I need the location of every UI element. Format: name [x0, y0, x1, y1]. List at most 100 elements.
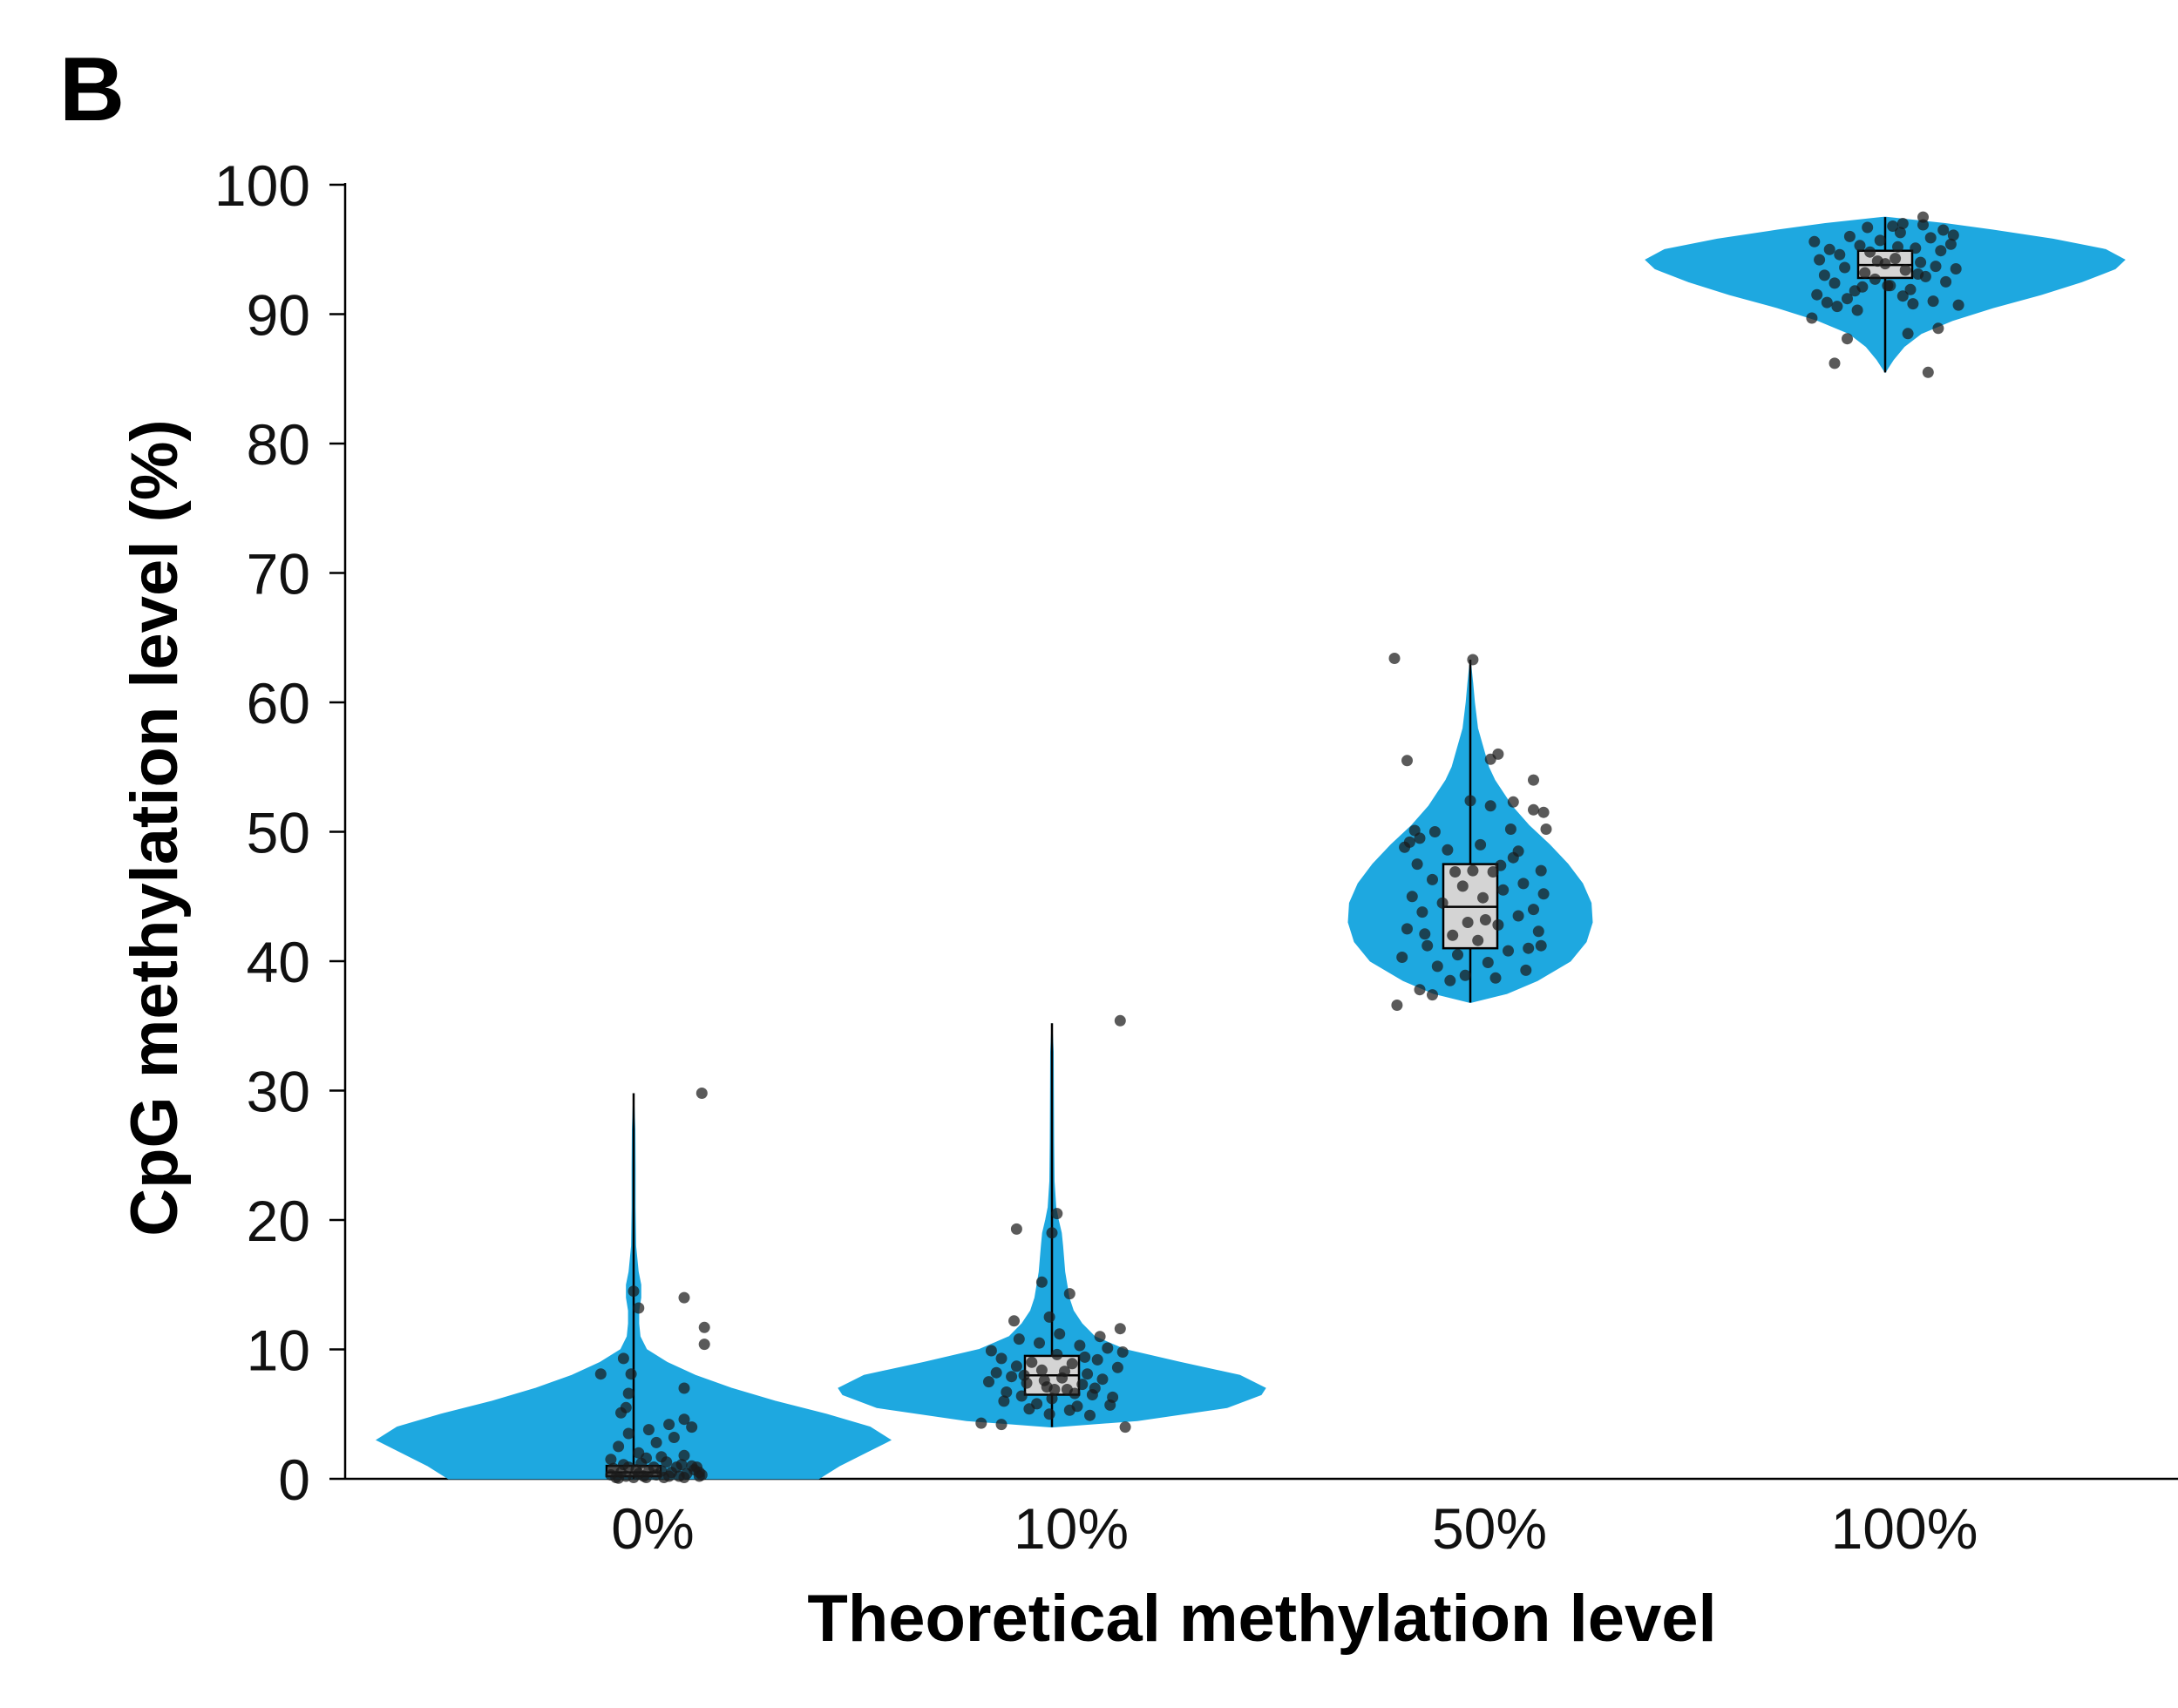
data-point [633, 1302, 645, 1314]
data-point [1046, 1393, 1058, 1405]
data-point [1091, 1353, 1103, 1366]
data-point [1899, 264, 1911, 276]
data-point [1034, 1337, 1045, 1349]
data-point [1018, 1369, 1030, 1381]
data-point [1917, 219, 1929, 231]
data-point [1010, 1360, 1022, 1372]
data-point [1114, 1323, 1126, 1335]
data-point [1477, 891, 1489, 904]
data-point [1074, 1339, 1086, 1352]
data-point [995, 1419, 1008, 1431]
data-point [1066, 1358, 1078, 1370]
data-point [1401, 755, 1413, 767]
data-point [1038, 1374, 1050, 1386]
data-point [1922, 366, 1934, 378]
data-point [1076, 1379, 1089, 1391]
y-axis: 0 10 20 30 40 50 60 70 80 90 100 [214, 153, 347, 1512]
data-point [1854, 240, 1866, 252]
data-point [1842, 333, 1853, 345]
data-point [1503, 945, 1514, 957]
data-point [1834, 248, 1846, 261]
data-point [1388, 653, 1401, 664]
data-point [1111, 1361, 1123, 1373]
data-point [1492, 918, 1504, 931]
data-point [1008, 1315, 1020, 1327]
data-point [1051, 1348, 1063, 1360]
data-point [1059, 1366, 1070, 1378]
data-point [1421, 939, 1434, 952]
violin-group-2 [1347, 653, 1593, 1011]
data-point [622, 1387, 634, 1400]
data-point [1467, 654, 1479, 666]
data-point [693, 1467, 705, 1479]
data-point [678, 1449, 690, 1461]
data-point [1436, 897, 1449, 909]
data-point [678, 1382, 690, 1394]
data-point [1104, 1399, 1116, 1411]
data-point [1887, 220, 1899, 232]
data-point [1467, 864, 1479, 877]
y-tick-label: 90 [247, 283, 310, 348]
data-point [1814, 254, 1826, 266]
data-point [678, 1291, 690, 1304]
data-point [668, 1432, 680, 1443]
data-point [675, 1459, 688, 1471]
data-point [1896, 218, 1909, 229]
data-point [607, 1462, 620, 1474]
data-point [1535, 939, 1547, 952]
x-axis-title: Theoretical methylation level [807, 1582, 1716, 1656]
x-tick-label: 100% [1831, 1496, 1978, 1561]
data-point [605, 1454, 617, 1466]
violin-group-1 [838, 1014, 1266, 1434]
data-point [1808, 235, 1821, 247]
data-point [1821, 296, 1833, 308]
data-point [1869, 273, 1881, 285]
data-point [1427, 989, 1438, 1001]
data-point [1026, 1356, 1038, 1368]
data-point [1006, 1371, 1018, 1383]
data-point [1484, 800, 1496, 812]
violin-group-3 [1645, 211, 2126, 378]
data-point [1079, 1351, 1091, 1363]
y-tick-label: 30 [247, 1060, 310, 1124]
data-point [1535, 864, 1547, 877]
data-point [1035, 1364, 1048, 1376]
data-point [1431, 960, 1443, 973]
y-tick-label: 50 [247, 801, 310, 865]
data-point [1935, 245, 1947, 257]
data-point [1391, 1000, 1403, 1011]
data-point [1910, 242, 1922, 254]
data-point [613, 1472, 625, 1484]
data-point [1015, 1390, 1028, 1402]
y-tick-label: 60 [247, 671, 310, 735]
data-point [655, 1451, 668, 1463]
data-point [1089, 1382, 1101, 1394]
data-point [1932, 322, 1944, 335]
y-tick-label: 10 [247, 1318, 310, 1383]
data-point [1096, 1373, 1109, 1386]
data-point [1532, 925, 1544, 938]
data-point [1864, 246, 1876, 258]
data-point [1449, 866, 1462, 878]
data-point [1517, 878, 1530, 890]
data-point [594, 1368, 607, 1380]
data-point [613, 1440, 625, 1453]
data-point [1829, 277, 1841, 289]
data-point [1537, 888, 1550, 900]
data-point [1102, 1342, 1114, 1354]
data-point [1952, 299, 1964, 311]
data-point [1063, 1404, 1075, 1416]
data-point [1401, 923, 1413, 935]
data-point [1512, 845, 1524, 857]
x-tick-label: 0% [611, 1496, 694, 1561]
data-point [1851, 304, 1863, 316]
data-point [678, 1472, 690, 1483]
data-point [698, 1321, 710, 1333]
data-point [1094, 1331, 1106, 1343]
x-tick-label: 50% [1432, 1496, 1547, 1561]
data-point [1915, 256, 1927, 268]
data-point [698, 1339, 710, 1351]
data-point [1444, 974, 1456, 986]
data-point [1862, 221, 1874, 234]
data-point [1043, 1311, 1055, 1323]
